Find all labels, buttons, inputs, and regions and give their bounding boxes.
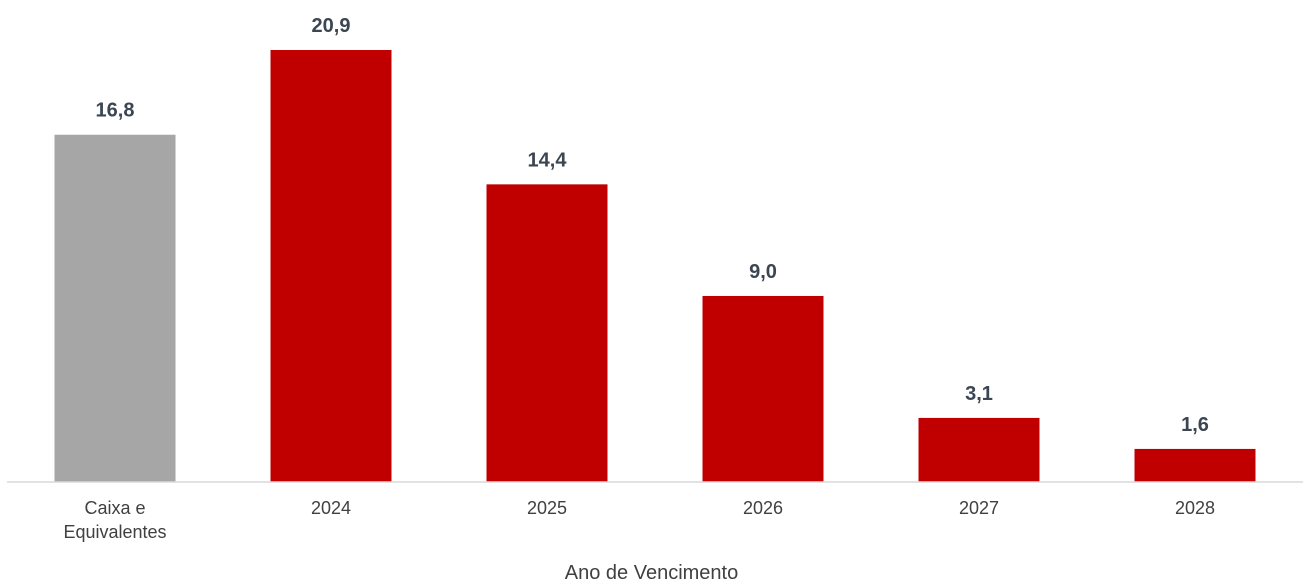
bar <box>702 295 824 482</box>
data-label: 14,4 <box>528 149 568 171</box>
data-label: 16,8 <box>96 100 135 122</box>
x-tick-label: 2026 <box>742 498 784 518</box>
data-label: 9,0 <box>749 261 777 283</box>
x-axis-title: Ano de Vencimento <box>564 562 739 584</box>
x-tick-label: 2025 <box>526 498 568 518</box>
bar <box>486 184 608 482</box>
data-label: 1,6 <box>1181 414 1209 436</box>
bar <box>270 50 392 482</box>
x-tick-label: 2024 <box>310 498 352 518</box>
x-tick-label: 2027 <box>958 498 1000 518</box>
data-label: 20,9 <box>312 15 351 37</box>
bar <box>54 134 176 483</box>
data-label: 3,1 <box>965 383 993 405</box>
bar <box>1134 448 1256 482</box>
x-tick-label: 2028 <box>1174 498 1216 518</box>
bar <box>918 417 1040 482</box>
x-tick-label: Caixa e Equivalentes <box>63 498 167 542</box>
